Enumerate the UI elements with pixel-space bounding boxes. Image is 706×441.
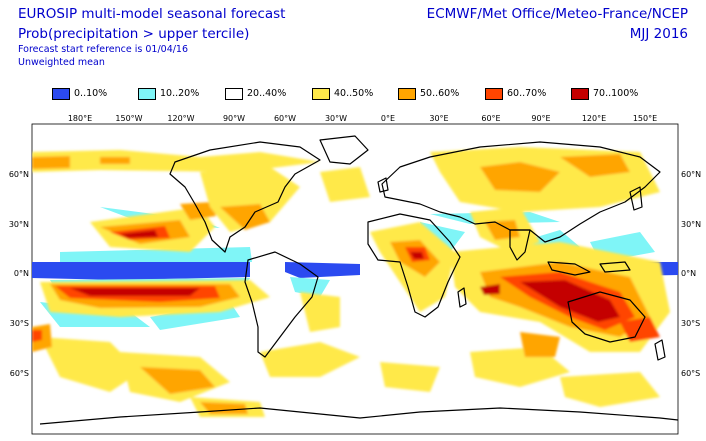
header: EUROSIP multi-model seasonal forecast Pr…: [0, 0, 706, 78]
lat-label: 60°S: [10, 369, 29, 378]
forecast-period: MJJ 2016: [629, 26, 688, 42]
lon-label: 90°W: [223, 114, 245, 123]
lon-label: 90°E: [531, 114, 550, 123]
lat-labels-left: 60°N 30°N 0°N 30°S 60°S: [9, 170, 29, 378]
map-title: EUROSIP multi-model seasonal forecast: [18, 6, 286, 22]
legend-label: 20..40%: [247, 88, 287, 99]
lon-labels-top: 180°E 150°W 120°W 90°W 60°W 30°W 0°E 30°…: [68, 114, 657, 123]
legend-swatch: [312, 88, 330, 100]
forecast-start-reference: Forecast start reference is 01/04/16: [18, 44, 189, 55]
legend-swatch: [485, 88, 503, 100]
high-probability-areas: [32, 147, 670, 417]
legend-swatch: [52, 88, 70, 100]
lon-label: 150°E: [633, 114, 657, 123]
legend-label: 50..60%: [420, 88, 460, 99]
lon-label: 120°E: [582, 114, 606, 123]
map-panel: 180°E 150°W 120°W 90°W 60°W 30°W 0°E 30°…: [0, 112, 706, 441]
weighting-note: Unweighted mean: [18, 57, 105, 68]
legend-label: 10..20%: [160, 88, 200, 99]
legend-swatch: [571, 88, 589, 100]
legend-swatch: [225, 88, 243, 100]
lon-label: 0°E: [381, 114, 395, 123]
lon-label: 180°E: [68, 114, 92, 123]
lat-label: 0°N: [14, 269, 29, 278]
lat-label: 60°N: [681, 170, 701, 179]
lon-label: 30°W: [325, 114, 347, 123]
lon-label: 30°E: [429, 114, 448, 123]
legend-swatch: [398, 88, 416, 100]
lon-label: 60°W: [274, 114, 296, 123]
legend: 0..10% 10..20% 20..40% 40..50% 50..60% 6…: [0, 86, 706, 104]
lat-label: 60°N: [9, 170, 29, 179]
legend-label: 70..100%: [593, 88, 639, 99]
lat-labels-right: 60°N 30°N 0°N 30°S 60°S: [681, 170, 701, 378]
probability-field: [32, 135, 678, 425]
legend-swatch: [138, 88, 156, 100]
legend-label: 0..10%: [74, 88, 108, 99]
coastlines: [39, 135, 678, 425]
lon-label: 60°E: [481, 114, 500, 123]
lat-label: 60°S: [681, 369, 700, 378]
lat-label: 30°N: [681, 220, 701, 229]
lat-label: 30°S: [681, 319, 700, 328]
lon-label: 150°W: [115, 114, 142, 123]
forecast-centres: ECMWF/Met Office/Meteo-France/NCEP: [426, 6, 688, 22]
lat-label: 30°S: [10, 319, 29, 328]
legend-label: 40..50%: [334, 88, 374, 99]
lon-label: 120°W: [167, 114, 194, 123]
lat-label: 0°N: [681, 269, 696, 278]
legend-label: 60..70%: [507, 88, 547, 99]
lat-label: 30°N: [9, 220, 29, 229]
world-map: 180°E 150°W 120°W 90°W 60°W 30°W 0°E 30°…: [9, 114, 701, 441]
map-subtitle: Prob(precipitation > upper tercile): [18, 26, 250, 42]
